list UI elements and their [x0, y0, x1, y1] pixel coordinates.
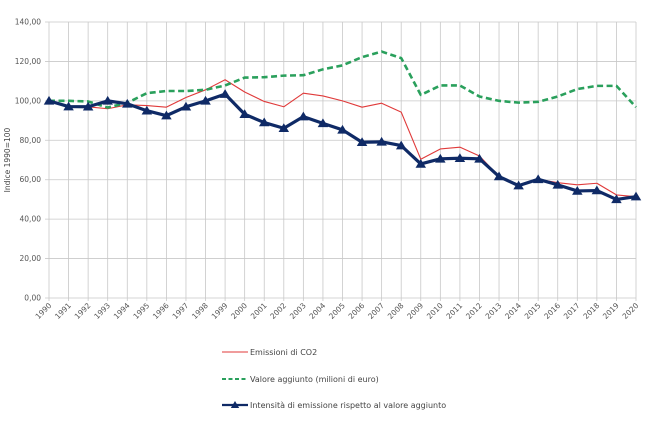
y-tick-label: 80,00	[20, 136, 42, 145]
data-point-marker	[572, 185, 583, 195]
x-tick-label: 1993	[92, 301, 112, 321]
y-tick-label: 100,00	[15, 96, 41, 105]
x-tick-label: 2001	[249, 301, 269, 321]
series-emission-intensity	[43, 89, 642, 204]
x-tick-label: 2017	[562, 301, 582, 321]
data-point-marker	[513, 180, 524, 190]
data-point-marker	[493, 171, 505, 181]
legend-item: Intensità di emissione rispetto al valor…	[222, 401, 446, 410]
data-point-marker	[591, 185, 603, 195]
data-point-marker	[454, 153, 466, 162]
x-tick-label: 2003	[288, 301, 308, 321]
y-tick-label: 60,00	[20, 175, 42, 184]
x-tick-label: 2007	[366, 301, 386, 321]
data-point-marker	[552, 179, 563, 189]
x-tick-label: 2009	[405, 301, 425, 321]
x-tick-label: 1996	[151, 301, 171, 321]
series-line	[49, 50, 637, 109]
data-point-marker	[356, 137, 368, 147]
y-tick-label: 0,00	[24, 294, 41, 303]
legend: Emissioni di CO2 Valore aggiunto (milioni…	[222, 348, 446, 410]
data-point-marker	[298, 111, 309, 121]
y-tick-label: 40,00	[20, 215, 42, 224]
y-axis: 0,00 20,00 40,00 60,00 80,00 100,00 120,00 140,…	[15, 18, 41, 303]
x-tick-label: 2020	[621, 301, 641, 321]
x-axis: 1990 1991 1992 1993 1994 1995 1996 1997 1998 1999…	[34, 301, 641, 321]
x-tick-label: 2012	[464, 301, 484, 321]
data-point-marker	[63, 101, 74, 111]
grid	[45, 21, 637, 301]
data-point-marker	[278, 123, 290, 133]
x-tick-label: 2006	[347, 301, 367, 321]
x-tick-label: 1997	[171, 301, 191, 321]
x-tick-label: 2013	[484, 301, 504, 321]
data-point-marker	[43, 95, 55, 105]
data-point-marker	[258, 117, 270, 127]
data-point-marker	[376, 136, 387, 146]
series	[43, 50, 642, 204]
x-tick-label: 2018	[581, 301, 601, 321]
legend-label: Valore aggiunto (milioni di euro)	[250, 375, 379, 384]
legend-item: Valore aggiunto (milioni di euro)	[222, 375, 379, 384]
data-point-marker	[317, 118, 329, 128]
data-point-marker	[82, 101, 94, 111]
data-point-marker	[180, 101, 192, 111]
data-point-marker	[435, 153, 446, 163]
x-tick-label: 2002	[268, 301, 288, 321]
data-point-marker	[200, 95, 211, 105]
y-tick-label: 120,00	[15, 57, 41, 66]
x-tick-label: 2011	[444, 301, 464, 321]
data-point-marker	[102, 95, 113, 105]
data-point-marker	[474, 153, 485, 163]
data-point-marker	[532, 174, 544, 184]
x-tick-label: 2010	[425, 301, 445, 321]
data-point-marker	[122, 98, 133, 108]
x-tick-label: 1990	[34, 301, 54, 321]
x-tick-label: 1994	[112, 301, 132, 321]
x-tick-label: 1998	[190, 301, 210, 321]
x-tick-label: 1991	[53, 301, 73, 321]
data-point-marker	[239, 109, 250, 119]
data-point-marker	[219, 89, 231, 98]
data-point-marker	[141, 105, 153, 115]
x-tick-label: 2005	[327, 301, 347, 321]
x-tick-label: 2004	[307, 301, 327, 321]
x-tick-label: 1992	[73, 301, 93, 321]
x-tick-label: 2008	[386, 301, 406, 321]
data-point-marker	[611, 194, 622, 204]
x-tick-label: 1995	[131, 301, 151, 321]
x-tick-label: 1999	[210, 301, 230, 321]
series-value-added	[49, 50, 637, 109]
data-point-marker	[630, 191, 642, 201]
legend-marker-icon	[230, 401, 240, 408]
y-tick-label: 20,00	[20, 254, 42, 263]
data-point-marker	[161, 110, 172, 120]
legend-label: Emissioni di CO2	[250, 348, 317, 357]
x-tick-label: 2014	[503, 301, 523, 321]
data-point-marker	[415, 158, 427, 168]
x-tick-label: 2016	[542, 301, 562, 321]
y-axis-title: Indice 1990=100	[3, 127, 12, 192]
data-point-marker	[395, 140, 407, 150]
x-tick-label: 2015	[523, 301, 543, 321]
data-point-marker	[337, 124, 348, 134]
x-tick-label: 2000	[229, 301, 249, 321]
x-tick-label: 2019	[601, 301, 621, 321]
y-tick-label: 140,00	[15, 18, 41, 27]
legend-label: Intensità di emissione rispetto al valor…	[250, 401, 446, 410]
legend-item: Emissioni di CO2	[222, 348, 317, 357]
